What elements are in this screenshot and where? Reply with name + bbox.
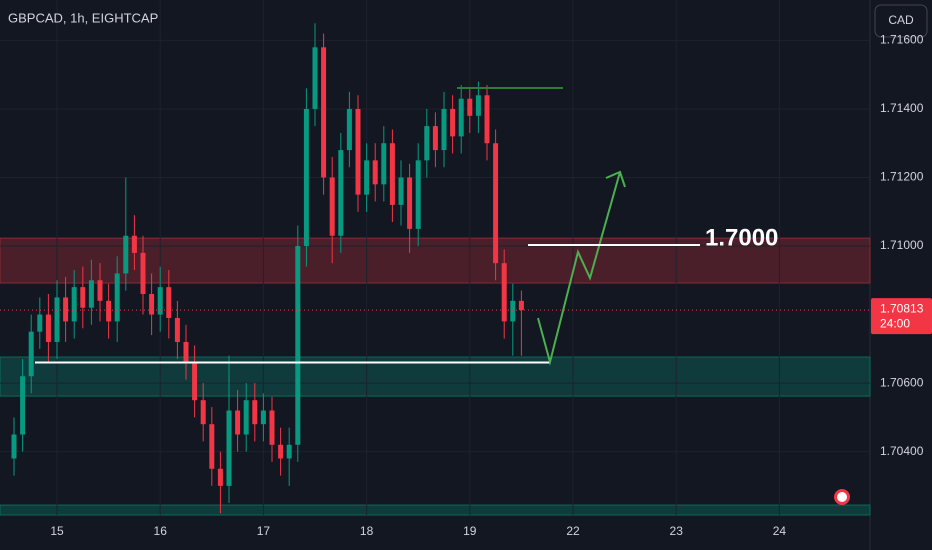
candle-body xyxy=(475,95,481,116)
candle-body xyxy=(123,235,129,274)
last-price-label: 1.70813 xyxy=(880,301,924,315)
candle-body xyxy=(235,410,241,435)
candle-body xyxy=(226,410,232,486)
candle-body xyxy=(63,297,69,322)
candle-body xyxy=(501,263,507,322)
arrow-head xyxy=(605,170,626,188)
candle-body xyxy=(54,297,60,342)
last-price-box xyxy=(871,298,932,335)
y-tick-label: 1.71600 xyxy=(880,33,924,47)
candle-body xyxy=(312,47,318,109)
candle-body xyxy=(458,98,464,137)
x-tick-label: 23 xyxy=(670,524,684,538)
candle-body xyxy=(295,246,301,445)
x-tick-label: 24 xyxy=(773,524,787,538)
y-tick-label: 1.70400 xyxy=(880,444,924,458)
x-tick-label: 18 xyxy=(360,524,374,538)
candle-body xyxy=(364,160,370,195)
support-zone xyxy=(0,356,871,397)
candle-body xyxy=(415,160,421,229)
target-annotation: 1.7000 xyxy=(705,224,778,251)
y-tick-label: 1.71400 xyxy=(880,101,924,115)
candle-body xyxy=(37,314,43,332)
candle-body xyxy=(28,331,34,377)
y-tick-label: 1.71200 xyxy=(880,170,924,184)
candle-body xyxy=(166,287,172,318)
candle-body xyxy=(484,95,490,144)
candle-body xyxy=(149,293,155,315)
candle-body xyxy=(174,317,180,342)
flag-icon-inner xyxy=(837,492,847,502)
candle-body xyxy=(97,280,103,301)
y-tick-label: 1.71000 xyxy=(880,238,924,252)
candle-body xyxy=(432,126,438,151)
x-tick-label: 17 xyxy=(257,524,271,538)
x-tick-label: 15 xyxy=(50,524,64,538)
candle-body xyxy=(329,177,335,236)
candle-body xyxy=(45,314,51,342)
candle-body xyxy=(20,376,26,435)
candle-body xyxy=(389,143,395,205)
candle-body xyxy=(71,287,77,322)
candle-body xyxy=(355,108,361,195)
candle-body xyxy=(192,362,198,401)
candle-body xyxy=(140,252,146,294)
candle-body xyxy=(200,400,206,425)
candle-body xyxy=(80,287,86,308)
candle-body xyxy=(88,280,94,308)
candle-body xyxy=(106,300,112,322)
candle-body xyxy=(441,108,447,151)
candle-body xyxy=(381,143,387,185)
lower-zone xyxy=(0,504,871,516)
y-tick-label: 1.70600 xyxy=(880,375,924,389)
candle-body xyxy=(252,400,258,425)
candle-body xyxy=(209,424,215,469)
candle-body xyxy=(243,400,249,435)
symbol-title: GBPCAD, 1h, EIGHTCAP xyxy=(8,10,158,25)
candle-body xyxy=(407,177,413,229)
candle-body xyxy=(518,300,524,311)
candle-body xyxy=(398,177,404,205)
candle-body xyxy=(346,108,352,151)
candle-body xyxy=(338,150,344,236)
currency-button[interactable] xyxy=(874,4,928,38)
candle-body xyxy=(286,444,292,459)
x-tick-label: 19 xyxy=(463,524,477,538)
candle-body xyxy=(450,108,456,137)
candle-body xyxy=(157,287,163,315)
candle-body xyxy=(114,273,120,322)
candle-body xyxy=(11,434,17,459)
candle-body xyxy=(424,126,430,161)
candle-body xyxy=(269,410,275,445)
projection-arrow xyxy=(537,171,621,366)
candle-body xyxy=(321,47,327,178)
candle-body xyxy=(303,108,309,247)
x-tick-label: 16 xyxy=(154,524,168,538)
candle-body xyxy=(131,235,137,253)
x-tick-label: 22 xyxy=(566,524,580,538)
candle-body xyxy=(510,300,516,322)
candle-body xyxy=(183,341,189,363)
candle-body xyxy=(493,143,499,264)
countdown-label: 24:00 xyxy=(880,316,910,330)
candle-body xyxy=(372,160,378,185)
candle-body xyxy=(278,444,284,459)
candle-body xyxy=(467,98,473,116)
currency-label[interactable]: CAD xyxy=(888,13,914,27)
candle-body xyxy=(217,468,223,486)
candle-body xyxy=(260,410,266,425)
